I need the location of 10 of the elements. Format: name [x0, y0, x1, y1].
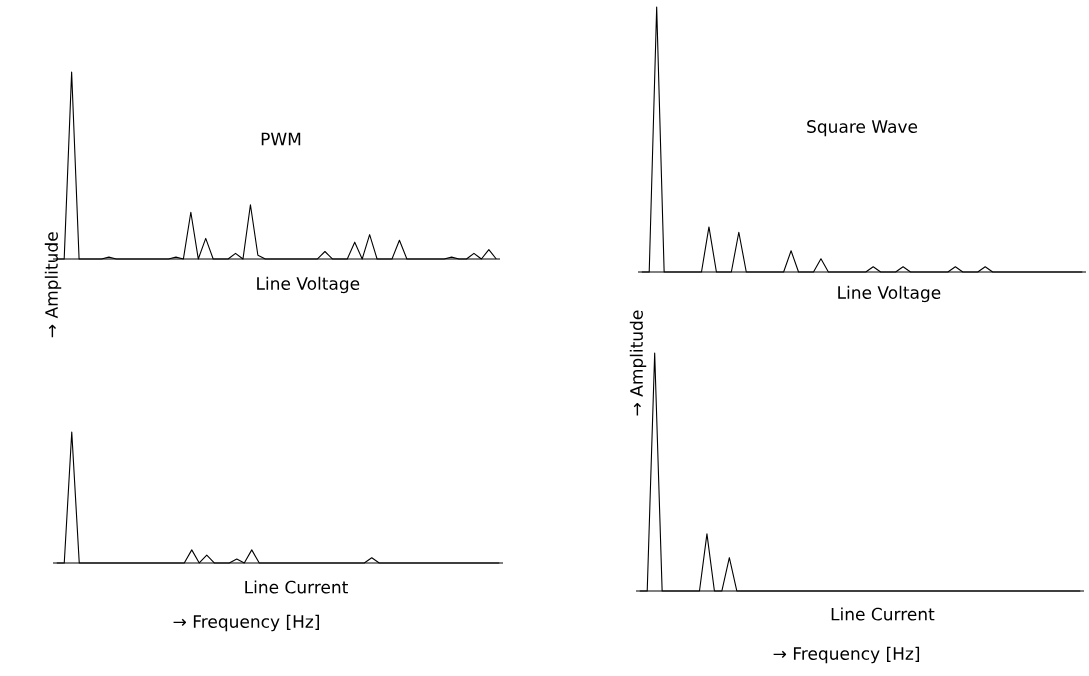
text: → Frequency [Hz] — [773, 646, 920, 664]
x-axis-title: Line Voltage — [257, 276, 360, 294]
text: PWM — [261, 132, 301, 146]
text: Square Wave — [807, 120, 918, 137]
x-axis-title: Line Voltage — [838, 285, 941, 303]
y-axis-title: → Amplitude — [44, 232, 62, 338]
text: → Frequency [Hz] — [173, 614, 319, 632]
y-axis-title: → Amplitude — [629, 310, 647, 416]
x-axis-title: Line Current — [831, 607, 935, 621]
x-axis-title: Line Current — [245, 580, 348, 594]
